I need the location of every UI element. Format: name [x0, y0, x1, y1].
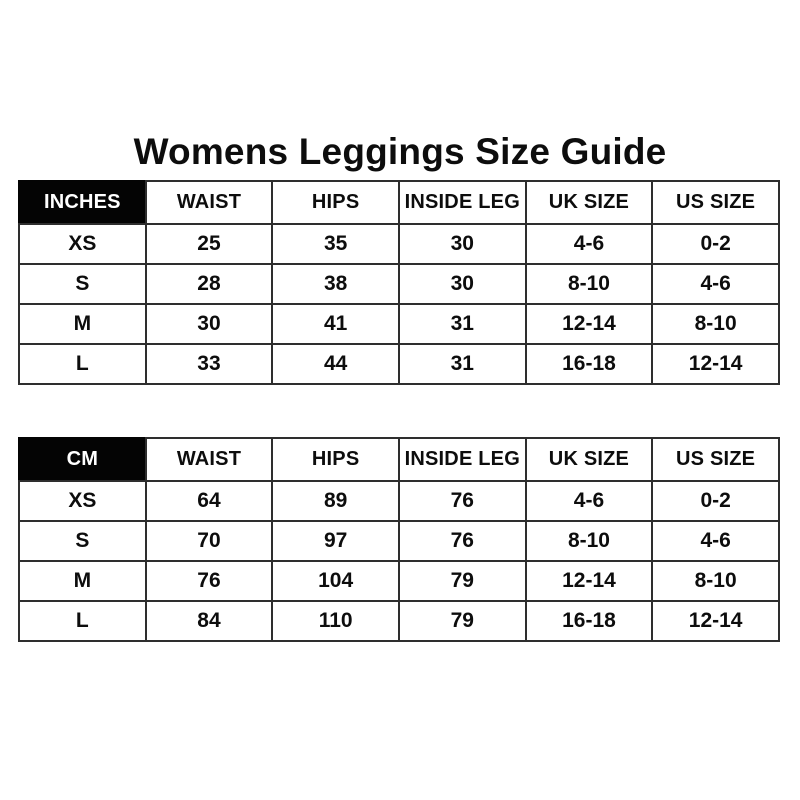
column-header-waist: WAIST	[144, 180, 274, 225]
waist-value: 33	[144, 343, 274, 385]
waist-value: 25	[144, 223, 274, 265]
column-header-us-size: US SIZE	[651, 437, 780, 482]
table-row-m: M 76 104 79 12-14 8-10	[18, 560, 780, 602]
uk-size-value: 8-10	[524, 263, 654, 305]
column-header-inside-leg: INSIDE LEG	[397, 437, 527, 482]
us-size-value: 8-10	[651, 303, 780, 345]
size-table-cm: CM WAIST HIPS INSIDE LEG UK SIZE US SIZE…	[18, 437, 780, 642]
size-label: XS	[18, 480, 147, 522]
waist-value: 84	[144, 600, 274, 642]
uk-size-value: 12-14	[524, 303, 654, 345]
unit-header-inches: INCHES	[18, 180, 147, 225]
table-row-xs: XS 25 35 30 4-6 0-2	[18, 223, 780, 265]
uk-size-value: 12-14	[524, 560, 654, 602]
table-row-s: S 28 38 30 8-10 4-6	[18, 263, 780, 305]
table-row-m: M 30 41 31 12-14 8-10	[18, 303, 780, 345]
waist-value: 28	[144, 263, 274, 305]
hips-value: 44	[271, 343, 400, 385]
size-table-inches: INCHES WAIST HIPS INSIDE LEG UK SIZE US …	[18, 180, 780, 385]
inside-leg-value: 79	[397, 560, 527, 602]
us-size-value: 0-2	[651, 223, 780, 265]
us-size-value: 12-14	[651, 343, 780, 385]
hips-value: 104	[271, 560, 400, 602]
table-row-l: L 84 110 79 16-18 12-14	[18, 600, 780, 642]
uk-size-value: 4-6	[524, 480, 654, 522]
inside-leg-value: 76	[397, 520, 527, 562]
inside-leg-value: 31	[397, 343, 527, 385]
hips-value: 110	[271, 600, 400, 642]
waist-value: 64	[144, 480, 274, 522]
size-label: L	[18, 600, 147, 642]
size-label: XS	[18, 223, 147, 265]
size-label: L	[18, 343, 147, 385]
us-size-value: 12-14	[651, 600, 780, 642]
hips-value: 38	[271, 263, 400, 305]
waist-value: 30	[144, 303, 274, 345]
hips-value: 97	[271, 520, 400, 562]
uk-size-value: 4-6	[524, 223, 654, 265]
uk-size-value: 8-10	[524, 520, 654, 562]
uk-size-value: 16-18	[524, 343, 654, 385]
size-label: S	[18, 520, 147, 562]
column-header-hips: HIPS	[271, 180, 400, 225]
waist-value: 70	[144, 520, 274, 562]
page-title: Womens Leggings Size Guide	[133, 131, 667, 172]
table-row-xs: XS 64 89 76 4-6 0-2	[18, 480, 780, 522]
hips-value: 41	[271, 303, 400, 345]
inside-leg-value: 30	[397, 223, 527, 265]
size-label: S	[18, 263, 147, 305]
table-row-l: L 33 44 31 16-18 12-14	[18, 343, 780, 385]
inside-leg-value: 30	[397, 263, 527, 305]
size-label: M	[18, 303, 147, 345]
us-size-value: 4-6	[651, 520, 780, 562]
us-size-value: 8-10	[651, 560, 780, 602]
column-header-uk-size: UK SIZE	[524, 180, 654, 225]
hips-value: 89	[271, 480, 400, 522]
uk-size-value: 16-18	[524, 600, 654, 642]
unit-header-cm: CM	[18, 437, 147, 482]
us-size-value: 0-2	[651, 480, 780, 522]
table-header-row: CM WAIST HIPS INSIDE LEG UK SIZE US SIZE	[18, 437, 780, 482]
column-header-waist: WAIST	[144, 437, 274, 482]
inside-leg-value: 79	[397, 600, 527, 642]
column-header-hips: HIPS	[271, 437, 400, 482]
inside-leg-value: 76	[397, 480, 527, 522]
hips-value: 35	[271, 223, 400, 265]
us-size-value: 4-6	[651, 263, 780, 305]
column-header-uk-size: UK SIZE	[524, 437, 654, 482]
table-header-row: INCHES WAIST HIPS INSIDE LEG UK SIZE US …	[18, 180, 780, 225]
column-header-inside-leg: INSIDE LEG	[397, 180, 527, 225]
waist-value: 76	[144, 560, 274, 602]
table-row-s: S 70 97 76 8-10 4-6	[18, 520, 780, 562]
column-header-us-size: US SIZE	[651, 180, 780, 225]
size-label: M	[18, 560, 147, 602]
inside-leg-value: 31	[397, 303, 527, 345]
